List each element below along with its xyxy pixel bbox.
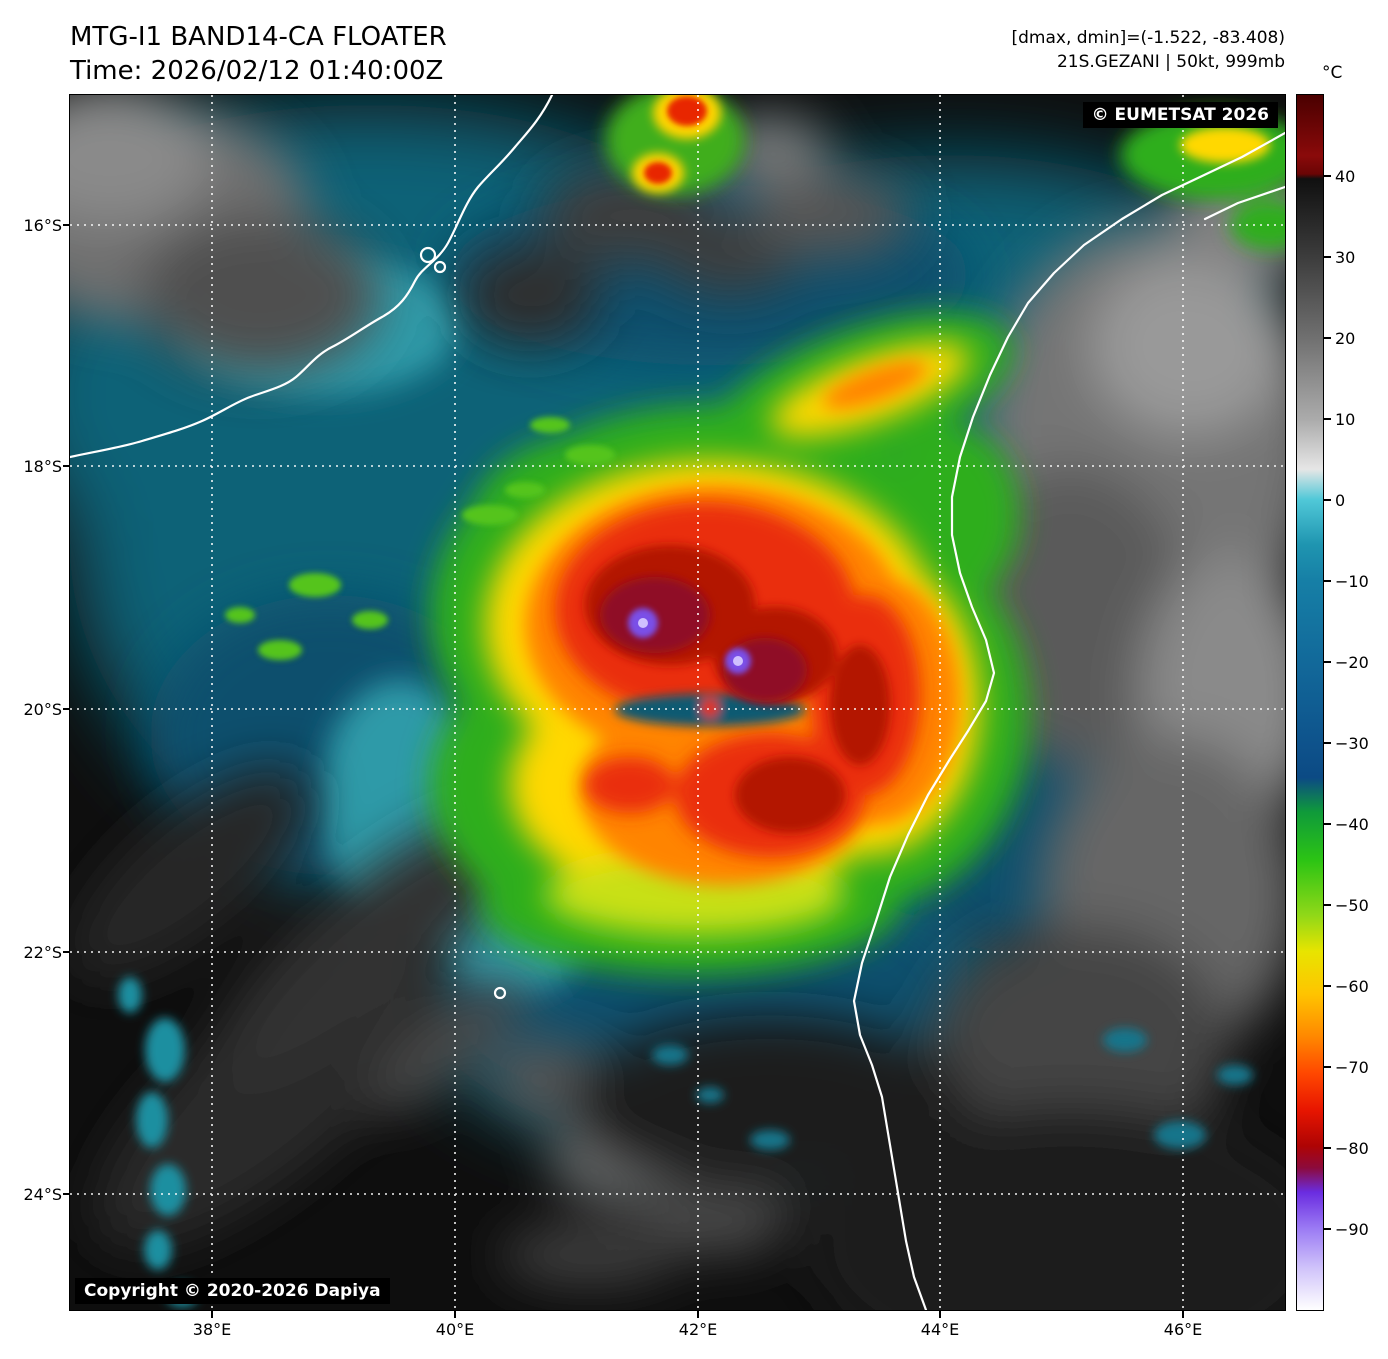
lat-axis-label-24s: 24°S bbox=[23, 1185, 62, 1204]
dmax-dmin-label: [dmax, dmin]=(-1.522, -83.408) bbox=[1011, 28, 1286, 48]
south-teal-specks bbox=[652, 1028, 1253, 1150]
lon-axis-label-40e: 40°E bbox=[435, 1320, 475, 1339]
lon-axis-label-46e: 46°E bbox=[1163, 1320, 1203, 1339]
dry-slot-gap bbox=[615, 694, 805, 726]
lat-axis-tick bbox=[63, 708, 70, 710]
colorbar-tick-label-0: 0 bbox=[1335, 491, 1346, 510]
colorbar-tick bbox=[1324, 823, 1331, 825]
colorbar-tick bbox=[1324, 1228, 1331, 1230]
lat-axis-tick bbox=[63, 465, 70, 467]
lat-axis-tick bbox=[63, 224, 70, 226]
west-green-specks bbox=[225, 417, 615, 660]
lon-axis-tick bbox=[939, 1311, 941, 1318]
colorbar-tick-label-m60: −60 bbox=[1335, 977, 1369, 996]
lon-axis-tick bbox=[454, 1311, 456, 1318]
colorbar-tick bbox=[1324, 418, 1331, 420]
colorbar-tick-label-10: 10 bbox=[1335, 410, 1356, 429]
colorbar-tick-label-30: 30 bbox=[1335, 248, 1356, 267]
colorbar-tick bbox=[1324, 985, 1331, 987]
colorbar-tick-label-m10: −10 bbox=[1335, 572, 1369, 591]
header-left: MTG-I1 BAND14-CA FLOATER Time: 2026/02/1… bbox=[70, 20, 447, 88]
southwest-teal-specks bbox=[118, 977, 198, 1307]
africa-coastline bbox=[70, 95, 554, 459]
colorbar-tick-label-m70: −70 bbox=[1335, 1058, 1369, 1077]
lat-axis-label-22s: 22°S bbox=[23, 943, 62, 962]
colorbar bbox=[1296, 94, 1324, 1311]
colorbar-tick bbox=[1324, 904, 1331, 906]
lon-axis-tick bbox=[211, 1311, 213, 1318]
time-label: Time: 2026/02/12 01:40:00Z bbox=[70, 56, 444, 86]
colorbar-unit-label: °C bbox=[1322, 63, 1343, 83]
colorbar-tick-label-m40: −40 bbox=[1335, 815, 1369, 834]
header-right: [dmax, dmin]=(-1.522, -83.408) 21S.GEZAN… bbox=[1012, 26, 1286, 74]
lat-axis-label-18s: 18°S bbox=[23, 457, 62, 476]
northeast-coast-segment bbox=[1203, 185, 1285, 221]
satellite-map: © EUMETSAT 2026 Copyright © 2020-2026 Da… bbox=[69, 94, 1286, 1311]
coastal-lagoon-2 bbox=[433, 260, 447, 274]
copyright-badge: Copyright © 2020-2026 Dapiya bbox=[75, 1278, 390, 1304]
storm-info-label: 21S.GEZANI | 50kt, 999mb bbox=[1056, 52, 1285, 72]
colorbar-tick-label-m50: −50 bbox=[1335, 896, 1369, 915]
colorbar-tick bbox=[1324, 742, 1331, 744]
lat-axis-label-16s: 16°S bbox=[23, 216, 62, 235]
colorbar-tick-label-40: 40 bbox=[1335, 167, 1356, 186]
madagascar-coastline bbox=[852, 131, 1285, 1310]
gray-cloud-fields bbox=[70, 95, 1285, 1310]
lon-axis-tick bbox=[1182, 1311, 1184, 1318]
colorbar-tick bbox=[1324, 580, 1331, 582]
colorbar-tick-label-m90: −90 bbox=[1335, 1220, 1369, 1239]
satellite-ir-image bbox=[70, 95, 1285, 1310]
colorbar-tick bbox=[1324, 499, 1331, 501]
colorbar-tick-label-m20: −20 bbox=[1335, 653, 1369, 672]
north-convective-cells bbox=[605, 95, 745, 195]
lat-axis-tick bbox=[63, 951, 70, 953]
colorbar-tick bbox=[1324, 337, 1331, 339]
lon-axis-label-38e: 38°E bbox=[192, 1320, 232, 1339]
colorbar-tick-label-m80: −80 bbox=[1335, 1139, 1369, 1158]
page-title: MTG-I1 BAND14-CA FLOATER bbox=[70, 22, 447, 52]
coastal-lagoon bbox=[419, 246, 437, 264]
small-island bbox=[493, 986, 507, 1000]
colorbar-tick bbox=[1324, 175, 1331, 177]
colorbar-tick bbox=[1324, 1147, 1331, 1149]
lon-axis-label-44e: 44°E bbox=[920, 1320, 960, 1339]
lon-axis-label-42e: 42°E bbox=[678, 1320, 718, 1339]
colorbar-tick bbox=[1324, 661, 1331, 663]
lat-axis-label-20s: 20°S bbox=[23, 700, 62, 719]
colorbar-tick-label-20: 20 bbox=[1335, 329, 1356, 348]
colorbar-tick-label-m30: −30 bbox=[1335, 734, 1369, 753]
coastline bbox=[70, 95, 1285, 1310]
lat-axis-tick bbox=[63, 1193, 70, 1195]
coldest-top-centers bbox=[638, 618, 743, 666]
colorbar-tick bbox=[1324, 1066, 1331, 1068]
eumetsat-credit: © EUMETSAT 2026 bbox=[1082, 102, 1278, 128]
lon-axis-tick bbox=[697, 1311, 699, 1318]
colorbar-tick bbox=[1324, 256, 1331, 258]
